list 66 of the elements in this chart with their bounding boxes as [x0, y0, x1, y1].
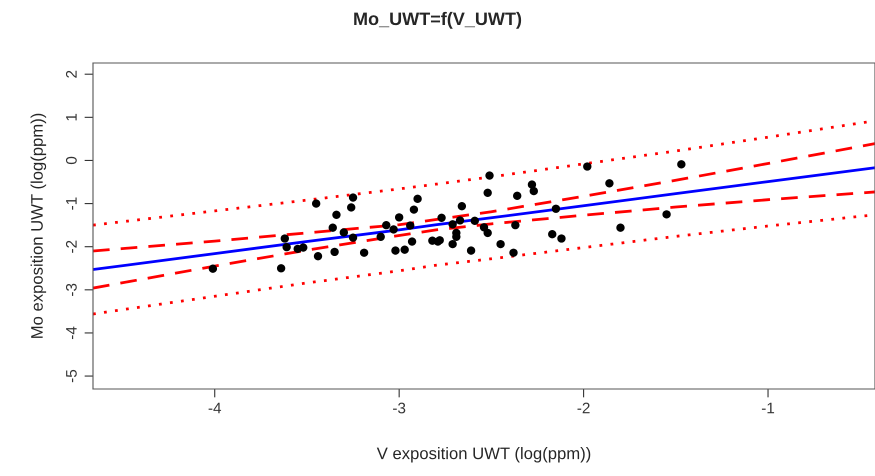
y-tick-label: 2: [66, 70, 77, 78]
line-series: [93, 190, 875, 290]
y-tick-label: -2: [66, 240, 77, 253]
point: [400, 246, 409, 254]
point: [662, 210, 671, 219]
point: [280, 234, 289, 243]
point: [466, 246, 476, 255]
point: [410, 205, 418, 214]
point: [348, 233, 358, 242]
y-tick-label: 1: [66, 114, 77, 120]
point: [557, 234, 566, 243]
point: [406, 221, 414, 230]
y-tick-label: -5: [66, 370, 77, 382]
x-tick-label: -3: [393, 402, 406, 414]
y-tick-label: 0: [66, 156, 77, 164]
point: [413, 194, 422, 203]
point: [394, 213, 404, 222]
x-axis-title: V exposition UWT (log(ppm)): [376, 446, 590, 463]
point: [208, 264, 218, 273]
point: [347, 203, 356, 212]
point: [456, 216, 464, 225]
y-tick-label: -3: [66, 284, 77, 296]
point: [513, 192, 522, 200]
line-series: [93, 166, 875, 271]
x-tick-label: -4: [208, 402, 222, 414]
point: [496, 240, 505, 248]
x-tick-label: -2: [577, 402, 590, 414]
point: [548, 230, 556, 238]
point: [509, 248, 518, 257]
point: [583, 162, 592, 171]
y-tick-label: -1: [66, 198, 77, 210]
point: [314, 252, 322, 260]
point: [376, 232, 385, 241]
point: [276, 264, 286, 272]
point: [470, 216, 479, 225]
line-series: [93, 142, 875, 252]
point: [389, 225, 398, 234]
point: [328, 224, 337, 232]
point: [348, 193, 358, 202]
point: [312, 199, 320, 208]
point: [448, 240, 457, 248]
point: [677, 160, 686, 169]
y-axis-title: Mo exposition UWT (log(ppm)): [30, 114, 46, 338]
point: [299, 243, 308, 252]
x-tick-label: -1: [762, 402, 774, 414]
point: [282, 242, 291, 252]
point: [530, 186, 538, 196]
y-tick-label: -4: [66, 326, 77, 340]
point: [332, 210, 341, 219]
point: [458, 202, 466, 210]
point: [605, 179, 614, 188]
chart-title: Mo_UWT=f(V_UWT): [354, 12, 522, 29]
point: [330, 248, 339, 256]
point: [340, 228, 348, 237]
point: [485, 171, 494, 180]
point: [484, 228, 492, 238]
point: [448, 220, 457, 228]
point: [484, 188, 492, 197]
point: [616, 224, 625, 232]
point: [552, 204, 560, 213]
point: [511, 220, 520, 230]
point: [408, 237, 416, 246]
point: [382, 220, 390, 230]
point: [391, 246, 400, 255]
point: [360, 248, 368, 257]
point: [437, 214, 446, 222]
